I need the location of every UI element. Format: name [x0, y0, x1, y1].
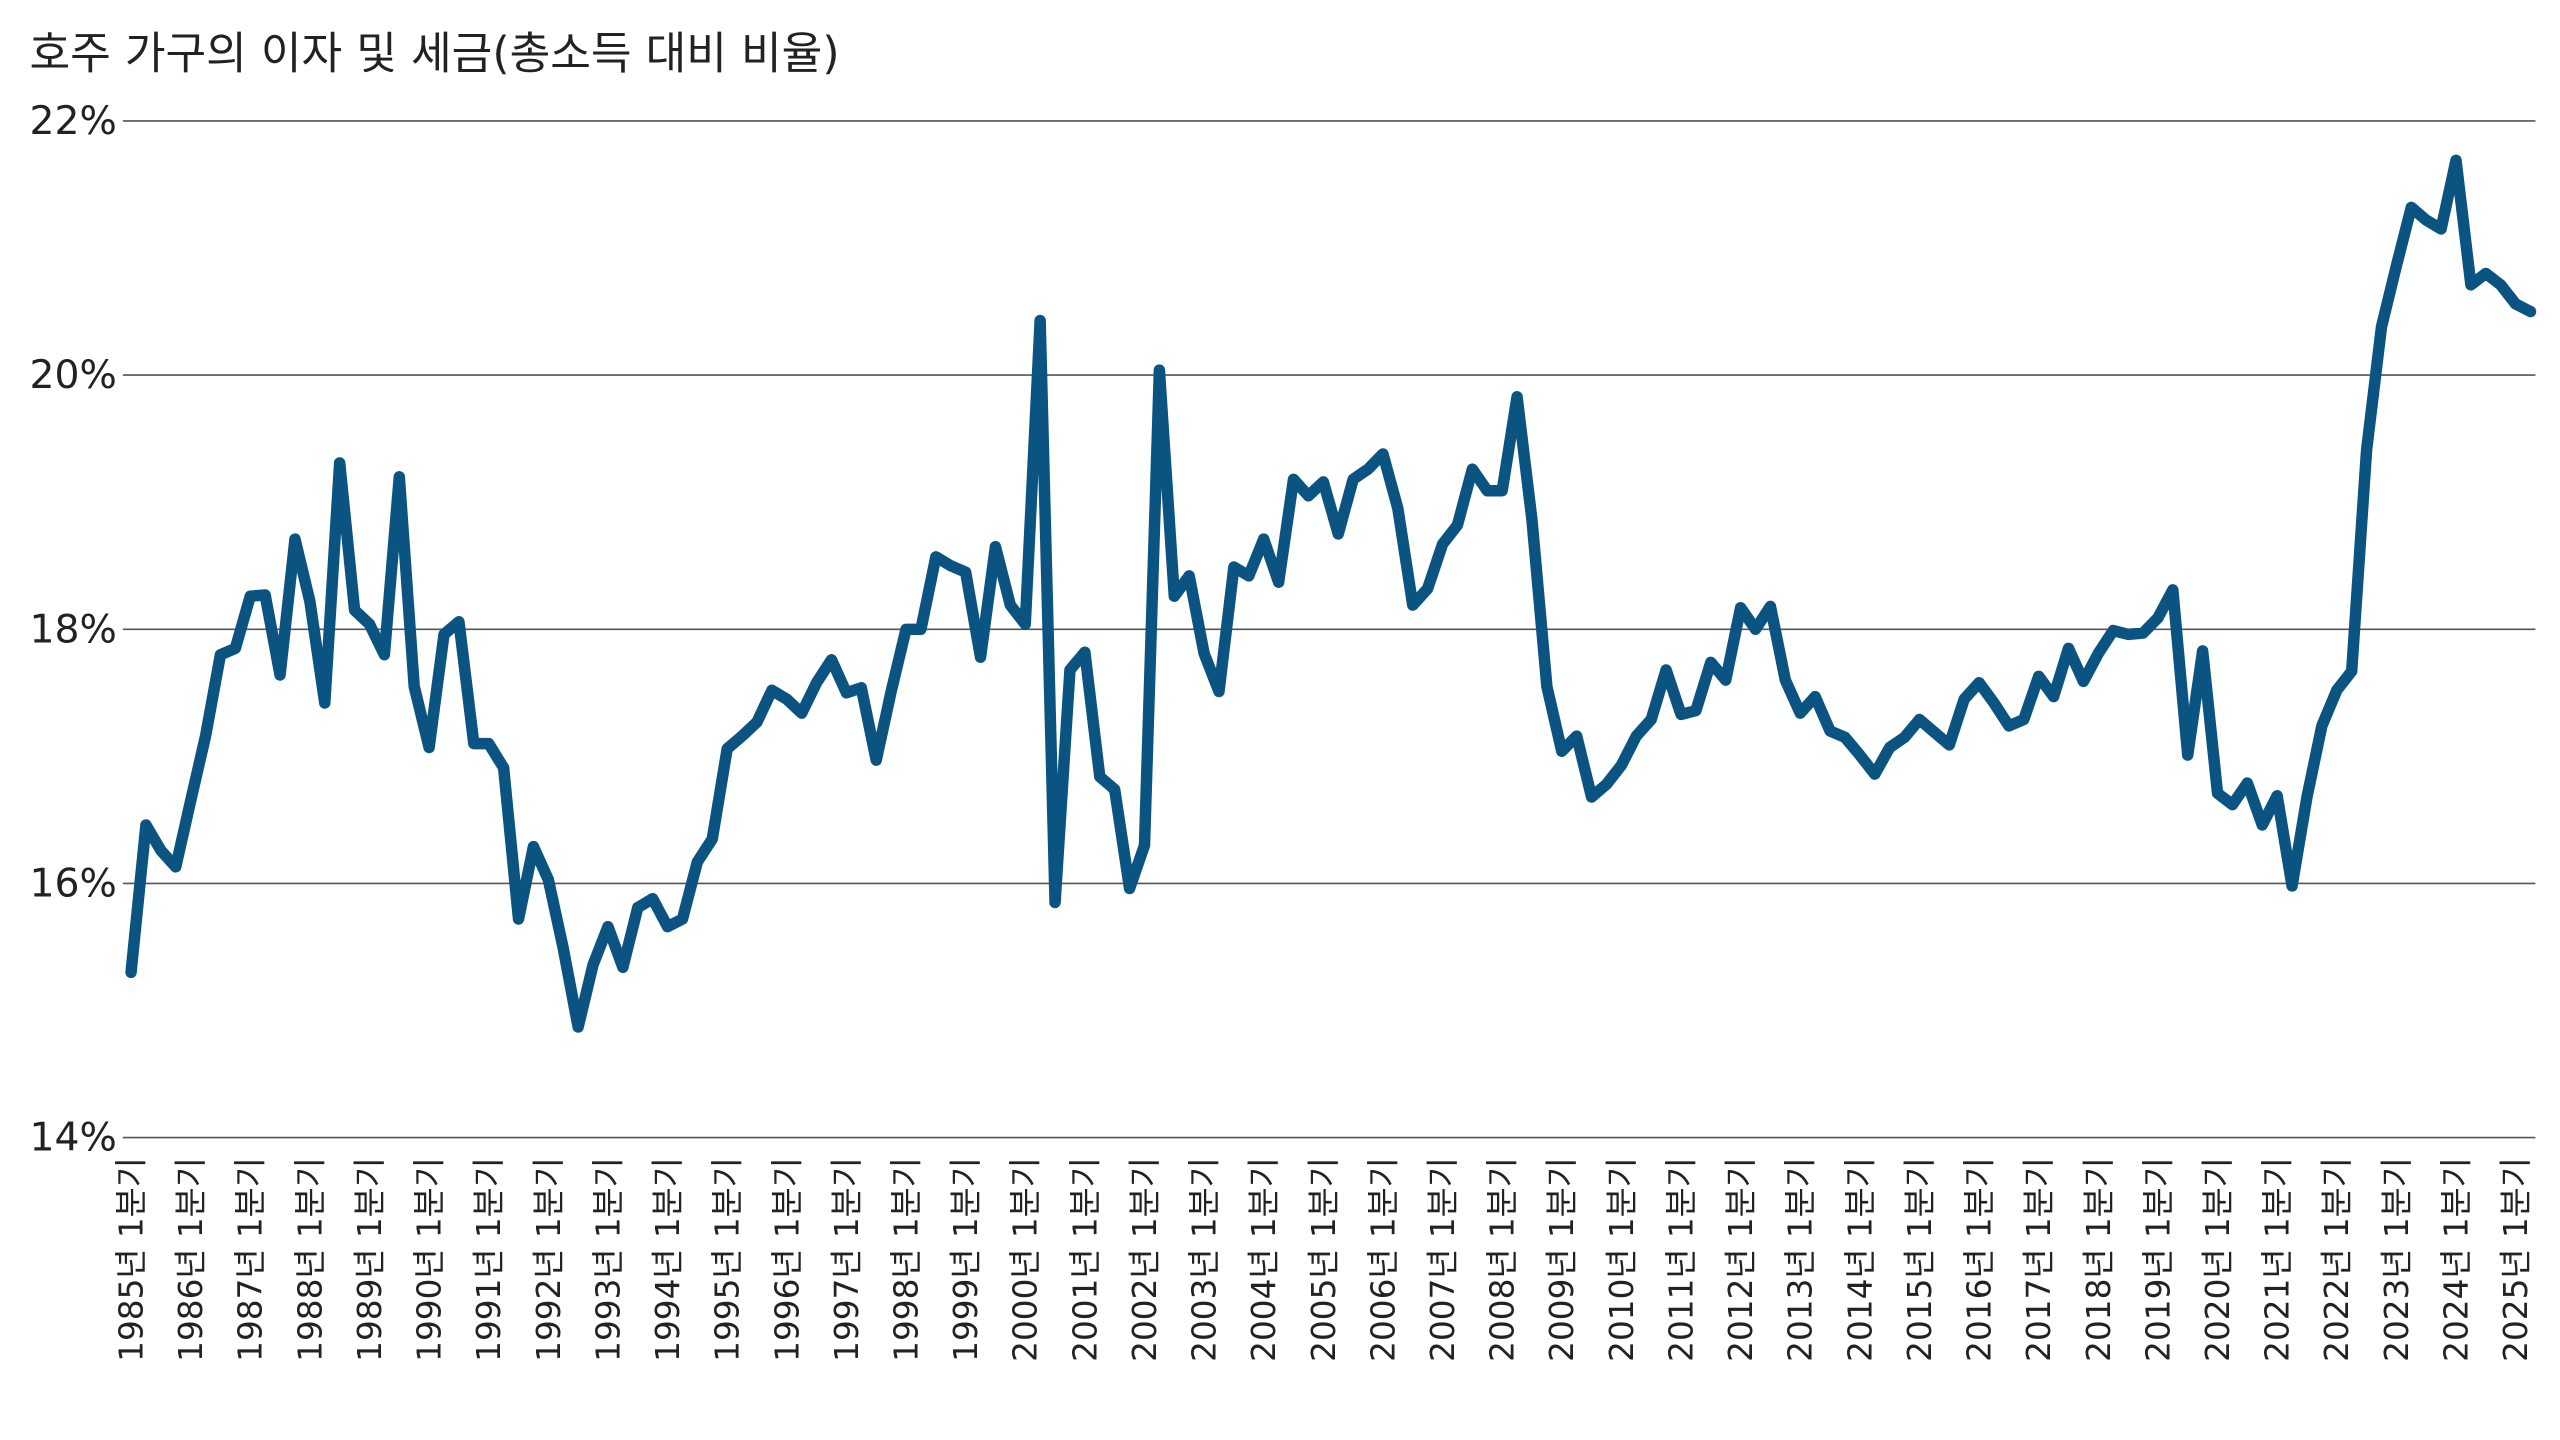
x-tick-label: 1999년 1분기: [947, 1157, 985, 1362]
x-tick-label: 2009년 1분기: [1543, 1157, 1581, 1362]
x-tick-label: 1991년 1분기: [470, 1157, 508, 1362]
x-tick-label: 2011년 1분기: [1662, 1157, 1700, 1362]
x-tick-label: 1994년 1분기: [649, 1157, 687, 1362]
x-tick-label: 2020년 1분기: [2199, 1157, 2237, 1362]
x-tick-label: 1989년 1분기: [351, 1157, 389, 1362]
x-tick-label: 2014년 1분기: [1841, 1157, 1879, 1362]
x-tick-label: 2004년 1분기: [1245, 1157, 1283, 1362]
x-tick-label: 2023년 1분기: [2378, 1157, 2416, 1362]
x-tick-label: 2018년 1분기: [2080, 1157, 2118, 1362]
x-tick-label: 2007년 1분기: [1424, 1157, 1462, 1362]
x-tick-label: 1990년 1분기: [411, 1157, 449, 1362]
y-tick-label: 18%: [29, 607, 116, 652]
x-tick-label: 2013년 1분기: [1782, 1157, 1820, 1362]
x-tick-label: 2003년 1분기: [1186, 1157, 1224, 1362]
x-tick-label: 1995년 1분기: [709, 1157, 747, 1362]
x-tick-label: 2006년 1분기: [1364, 1157, 1402, 1362]
y-tick-label: 16%: [29, 862, 116, 907]
x-tick-label: 2017년 1분기: [2020, 1157, 2058, 1362]
x-tick-label: 2010년 1분기: [1603, 1157, 1641, 1362]
y-tick-label: 14%: [29, 1116, 116, 1161]
x-tick-label: 1985년 1분기: [112, 1157, 150, 1362]
x-tick-label: 2001년 1분기: [1066, 1157, 1104, 1362]
x-tick-label: 1998년 1분기: [887, 1157, 925, 1362]
x-tick-label: 2000년 1분기: [1007, 1157, 1045, 1362]
x-tick-label: 1997년 1분기: [828, 1157, 866, 1362]
x-tick-label: 2024년 1분기: [2437, 1157, 2475, 1362]
y-tick-label: 22%: [29, 99, 116, 144]
x-tick-label: 2021년 1분기: [2259, 1157, 2297, 1362]
x-tick-label: 2002년 1분기: [1126, 1157, 1164, 1362]
x-tick-label: 2022년 1분기: [2318, 1157, 2356, 1362]
x-tick-label: 2016년 1분기: [1961, 1157, 1999, 1362]
x-tick-label: 1992년 1분기: [530, 1157, 568, 1362]
x-tick-label: 2019년 1분기: [2139, 1157, 2177, 1362]
x-tick-label: 2012년 1분기: [1722, 1157, 1760, 1362]
x-tick-label: 1996년 1분기: [768, 1157, 806, 1362]
x-tick-label: 2005년 1분기: [1305, 1157, 1343, 1362]
x-tick-label: 2015년 1분기: [1901, 1157, 1939, 1362]
x-tick-label: 2025년 1분기: [2497, 1157, 2535, 1362]
y-tick-label: 20%: [29, 353, 116, 398]
x-tick-label: 1987년 1분기: [232, 1157, 270, 1362]
x-tick-label: 2008년 1분기: [1484, 1157, 1522, 1362]
x-tick-label: 1986년 1분기: [172, 1157, 210, 1362]
x-tick-label: 1988년 1분기: [291, 1157, 329, 1362]
x-tick-label: 1993년 1분기: [589, 1157, 627, 1362]
chart-title: 호주 가구의 이자 및 세금(총소득 대비 비율): [29, 29, 839, 80]
data-line: [125, 154, 2537, 1033]
